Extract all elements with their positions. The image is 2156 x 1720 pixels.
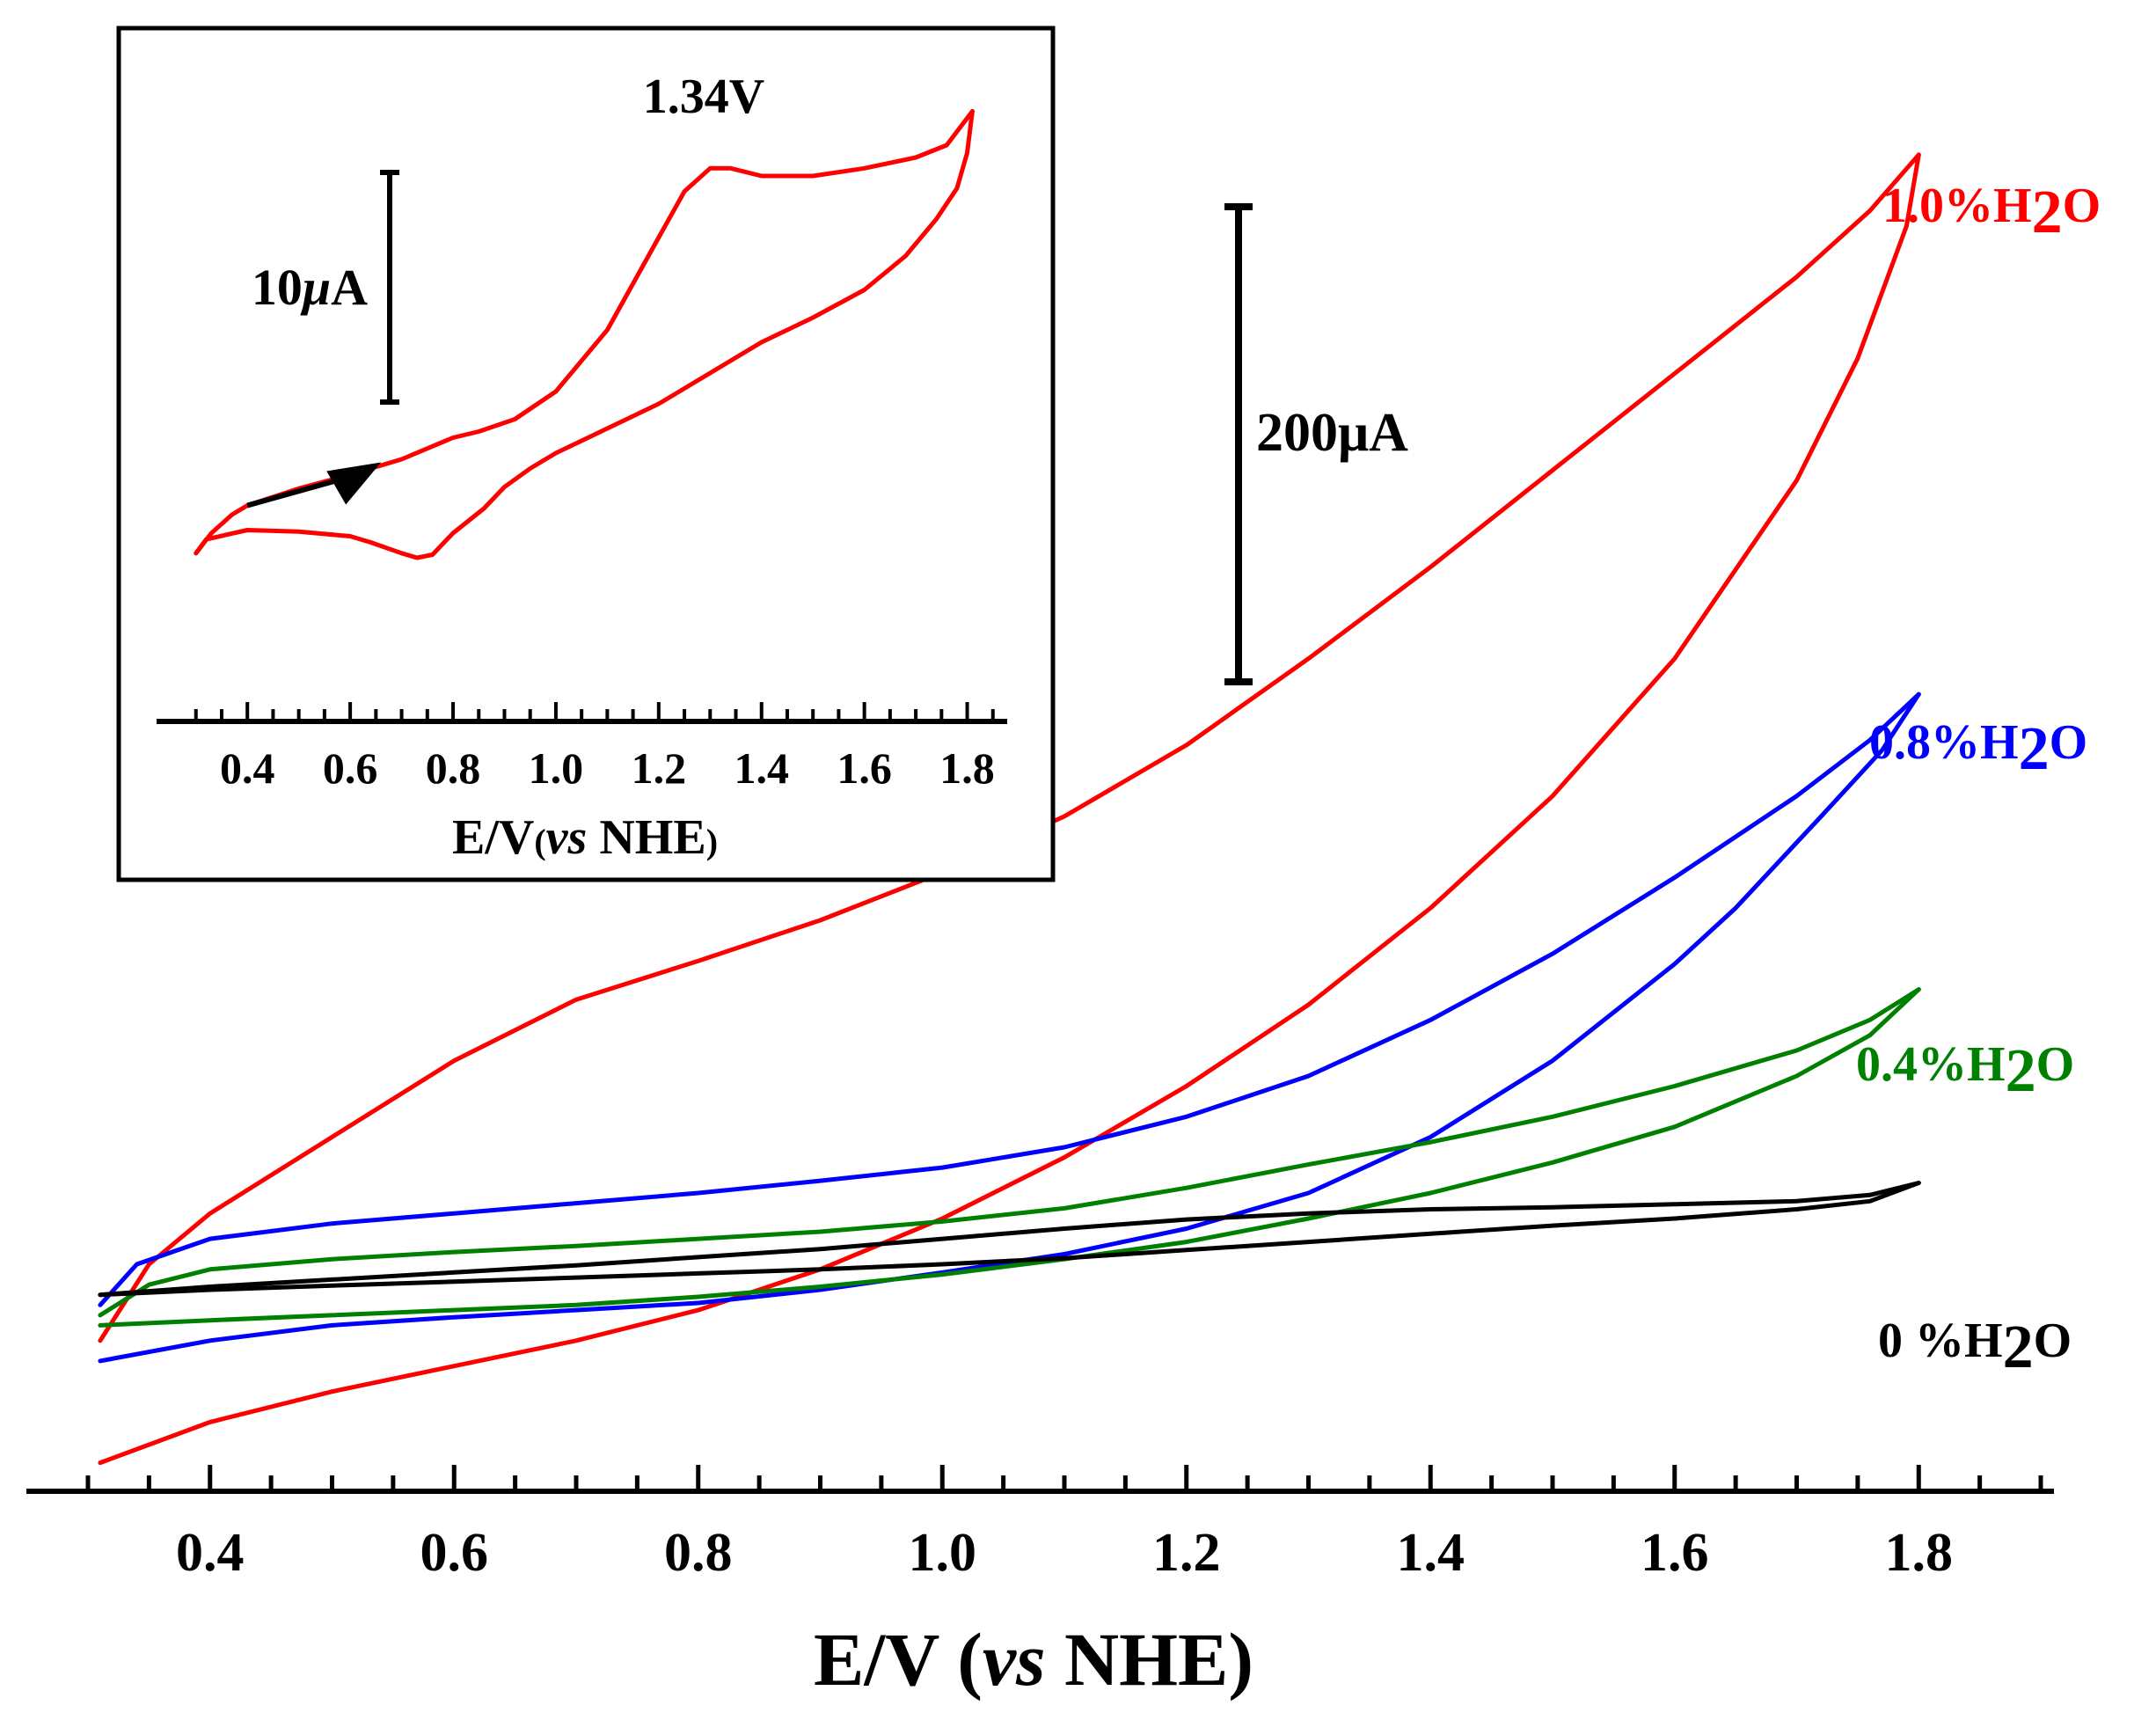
series-0-8-h2o xyxy=(98,692,1921,1364)
inset-scale-bar-label: 10μA xyxy=(252,259,368,316)
legend-label-subscript: 2 xyxy=(2019,715,2050,783)
inset-x-tick-label: 0.6 xyxy=(323,743,378,793)
scan-direction-arrow-head xyxy=(326,462,382,505)
legend-label: 0.8%H2O xyxy=(1869,715,2087,783)
legend-label-subscript: 2 xyxy=(2032,179,2063,246)
series-reverse-scan xyxy=(98,692,1921,1364)
inset-x-tick-label: 0.4 xyxy=(220,743,275,793)
x-tick-label: 0.6 xyxy=(420,1523,489,1583)
inset-x-tick-label: 1.2 xyxy=(632,743,687,793)
series-reverse-scan xyxy=(98,152,1921,1466)
inset-peak-annotation: 1.34V xyxy=(643,70,764,124)
inset-scale-bar-mu: μ xyxy=(300,259,331,316)
legend-label-tail: O xyxy=(2050,715,2088,770)
scale-bar-label: 200μA xyxy=(1256,403,1408,463)
inset-x-label-tail: NHE xyxy=(587,810,705,865)
legend-label-tail: O xyxy=(2034,1314,2072,1368)
legend-label: 0.4%H2O xyxy=(1856,1037,2074,1105)
x-tick-label: 0.4 xyxy=(176,1523,245,1583)
legend-label-tail: O xyxy=(2036,1037,2075,1092)
inset-x-tick-label: 1.0 xyxy=(529,743,584,793)
inset-x-axis-label: E/V(vs NHE) xyxy=(452,810,718,865)
inset-x-tick-label: 0.8 xyxy=(426,743,481,793)
inset-frame xyxy=(116,26,1056,882)
inset-x-label-text: E/V xyxy=(452,810,534,865)
series-forward-scan xyxy=(98,1181,1921,1298)
series-reverse-scan xyxy=(98,1181,1921,1298)
series-0-h2o xyxy=(98,1181,1921,1298)
inset-reverse-scan xyxy=(194,109,975,560)
inset-x-tick-label: 1.6 xyxy=(837,743,892,793)
legend-label-tail: O xyxy=(2063,179,2101,233)
inset-x-tick-label: 1.4 xyxy=(734,743,789,793)
x-axis-label: E/V (vs NHE) xyxy=(814,1617,1253,1702)
inset-x-label-paren: ( xyxy=(534,822,545,861)
x-tick-label: 1.8 xyxy=(1885,1523,1954,1583)
series-forward-scan xyxy=(98,692,1921,1307)
inset-x-tick-label: 1.8 xyxy=(939,743,995,793)
series-forward-scan xyxy=(98,987,1921,1318)
legend-label-main: 0 %H xyxy=(1878,1314,2003,1368)
x-tick-label: 0.8 xyxy=(664,1523,733,1583)
legend-label-subscript: 2 xyxy=(2003,1314,2034,1381)
x-tick-label: 1.6 xyxy=(1641,1523,1709,1583)
x-axis-label-text: E/V ( xyxy=(814,1617,983,1702)
x-tick-label: 1.4 xyxy=(1397,1523,1465,1583)
legend-label-main: 1.0%H xyxy=(1882,179,2032,233)
inset-scale-bar-unit: A xyxy=(331,259,368,316)
main-plot: 0.4 0.6 0.8 1.0 1.2 1.4 1.6 1.8E/V (vs NHE)200μ… xyxy=(26,152,2101,1702)
inset-x-label-italic: vs xyxy=(546,810,588,865)
x-tick-label: 1.2 xyxy=(1152,1523,1221,1583)
x-axis-label-tail: NHE) xyxy=(1046,1617,1254,1702)
legend-label-main: 0.8%H xyxy=(1869,715,2019,770)
inset-x-label-paren: ) xyxy=(706,822,718,861)
inset-scale-bar-number: 10 xyxy=(252,259,303,316)
legend-label-subscript: 2 xyxy=(2006,1037,2036,1105)
legend-label-main: 0.4%H xyxy=(1856,1037,2006,1092)
legend-label: 0 %H2O xyxy=(1878,1314,2072,1381)
x-axis-label-italic: vs xyxy=(983,1617,1046,1702)
legend-label: 1.0%H2O xyxy=(1882,179,2101,246)
inset-plot: 0.4 0.6 0.8 1.0 1.2 1.4 1.6 1.8E/V(vs NHE)10μA1… xyxy=(116,26,1056,882)
x-tick-label: 1.0 xyxy=(909,1523,977,1583)
